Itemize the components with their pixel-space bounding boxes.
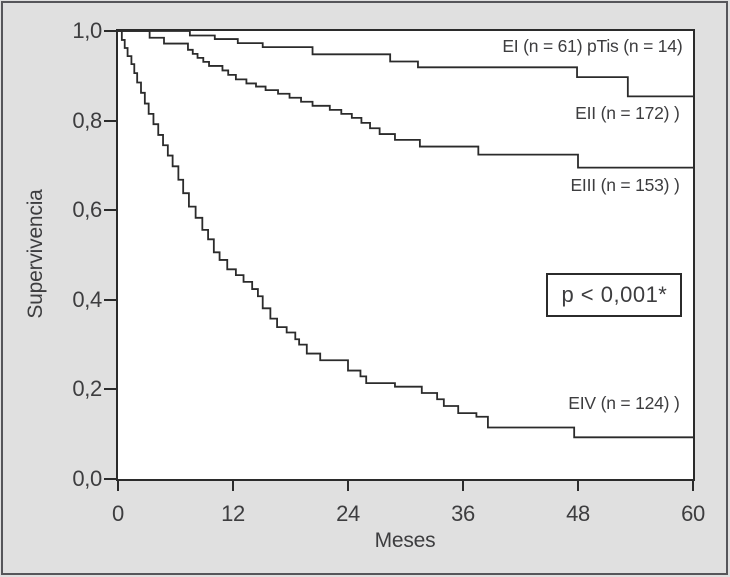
x-tick-label-24: 24 (336, 501, 360, 526)
y-tick-mark-0,8 (104, 119, 116, 122)
x-tick-mark-48 (577, 481, 579, 491)
y-tick-label-0,6: 0,6 (72, 197, 102, 223)
y-tick-label-0,2: 0,2 (72, 376, 102, 402)
x-tick-mark-60 (692, 481, 694, 491)
y-tick-label-0,4: 0,4 (72, 286, 102, 312)
x-tick-mark-24 (347, 481, 349, 491)
x-tick-label-0: 0 (112, 501, 124, 526)
x-tick-label-36: 36 (451, 501, 475, 526)
y-tick-label-1,0: 1,0 (72, 18, 102, 43)
plot-area (116, 29, 695, 481)
survival-curve-EI-pTis (118, 31, 693, 98)
curve-label-EIV: EIV (n = 124) ) (568, 392, 680, 413)
x-axis-title: Meses (374, 529, 436, 552)
x-tick-label-12: 12 (221, 501, 245, 526)
y-tick-label-0,8: 0,8 (72, 107, 102, 133)
y-tick-mark-0,2 (104, 388, 116, 391)
p-value-box: p < 0,001* (546, 273, 683, 318)
curve-label-EII: EII (n = 172) ) (575, 103, 680, 124)
x-tick-label-60: 60 (681, 501, 705, 526)
y-axis-title: Supervivencia (24, 189, 47, 319)
y-tick-mark-1,0 (104, 30, 116, 32)
curve-label-EIII: EIII (n = 153) ) (570, 174, 680, 195)
x-tick-mark-12 (232, 481, 234, 491)
survival-curves-svg (118, 31, 693, 439)
y-tick-mark-0,4 (104, 298, 116, 301)
x-tick-label-48: 48 (566, 501, 590, 526)
curve-label-EI: EI (n = 61) pTis (n = 14) (502, 36, 683, 57)
survival-curve-EII-EIII (118, 31, 693, 169)
x-tick-mark-36 (462, 481, 464, 491)
y-tick-mark-0,6 (104, 209, 116, 212)
x-tick-mark-0 (117, 481, 119, 491)
y-tick-label-0,0: 0,0 (72, 466, 102, 491)
y-tick-mark-0,0 (104, 478, 116, 480)
survival-curve-EIV (118, 31, 693, 439)
